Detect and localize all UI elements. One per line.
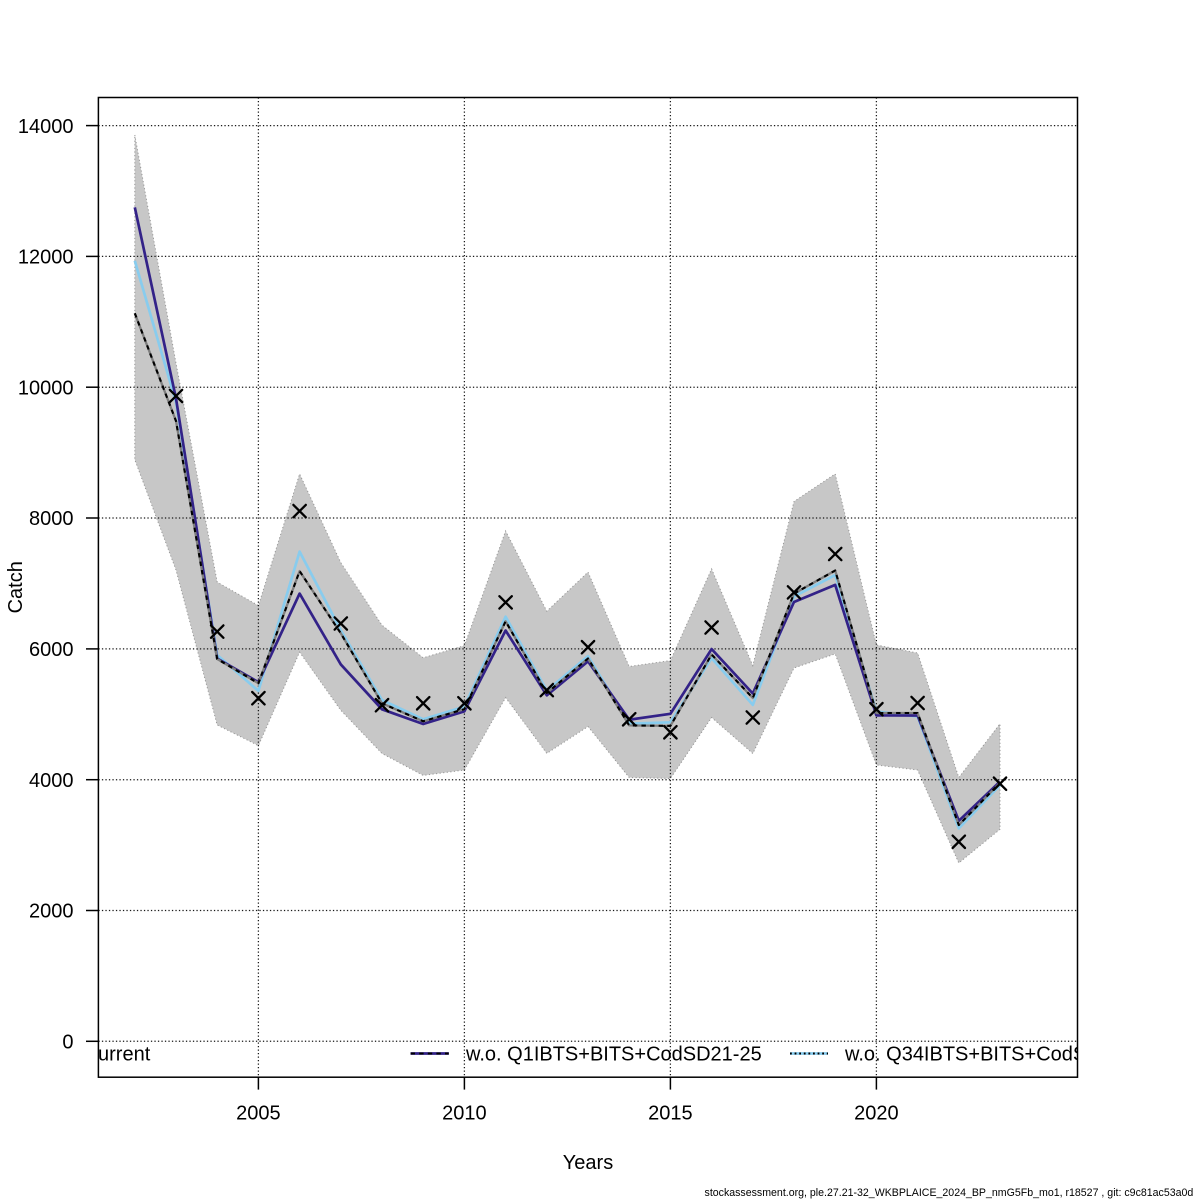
svg-text:6000: 6000 bbox=[29, 639, 74, 661]
svg-text:12000: 12000 bbox=[18, 247, 74, 269]
svg-text:stockassessment.org, ple.27.21: stockassessment.org, ple.27.21-32_WKBPLA… bbox=[705, 1187, 1194, 1199]
svg-text:0: 0 bbox=[62, 1032, 73, 1054]
svg-text:4000: 4000 bbox=[29, 770, 74, 792]
svg-text:Years: Years bbox=[563, 1152, 613, 1174]
svg-text:current: current bbox=[88, 1044, 151, 1066]
svg-text:2000: 2000 bbox=[29, 901, 74, 923]
svg-text:14000: 14000 bbox=[18, 116, 74, 138]
svg-text:2010: 2010 bbox=[442, 1103, 487, 1125]
svg-text:8000: 8000 bbox=[29, 508, 74, 530]
svg-text:Catch: Catch bbox=[5, 561, 27, 613]
svg-text:w.o. Q34IBTS+BITS+CodSD21-25: w.o. Q34IBTS+BITS+CodSD21-25 bbox=[844, 1044, 1152, 1066]
svg-text:2020: 2020 bbox=[854, 1103, 899, 1125]
svg-text:w.o. Q1IBTS+BITS+CodSD21-25: w.o. Q1IBTS+BITS+CodSD21-25 bbox=[465, 1044, 762, 1066]
svg-text:10000: 10000 bbox=[18, 377, 74, 399]
svg-text:2005: 2005 bbox=[236, 1103, 281, 1125]
svg-text:2015: 2015 bbox=[648, 1103, 693, 1125]
